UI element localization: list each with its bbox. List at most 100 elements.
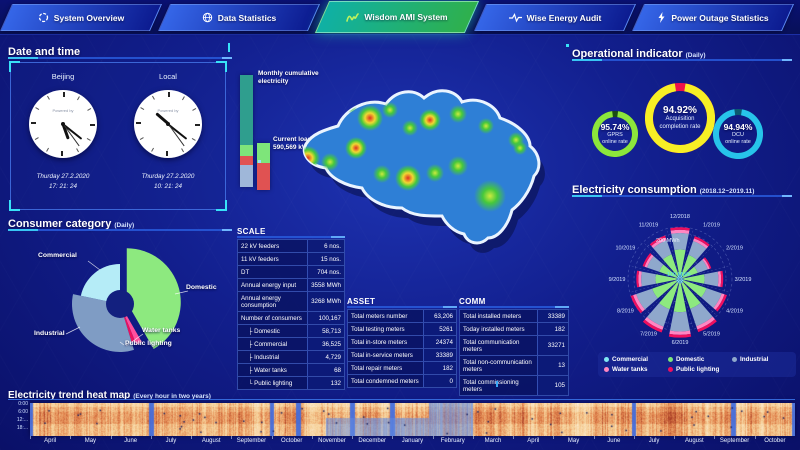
consumption-rose-chart: 12/2018 1/2019 2/2019 3/2019 4/2019 5/2019 6/2…: [572, 192, 792, 350]
rose-sector-industrial: [671, 233, 689, 251]
legend-dot: [668, 357, 673, 362]
rose-month-label: 11/2019: [639, 222, 658, 228]
clock-tick: [31, 122, 36, 124]
rose-grid-spoke: [643, 242, 681, 280]
rose-month-label: 3/2019: [735, 277, 752, 283]
clock-date: Thurday 27.2.2020: [141, 173, 195, 180]
table-row: Total in-service meters 33389: [347, 349, 457, 362]
bar-segment: [240, 165, 253, 187]
rose-sector-water-tanks: [702, 258, 710, 270]
bar-segment: [257, 163, 270, 190]
clock-pin: [61, 122, 65, 126]
row-value: 33389: [423, 349, 456, 361]
row-value: 15 nos.: [307, 253, 344, 265]
nav-tab-system-overview[interactable]: System Overview: [0, 4, 163, 31]
nav-tab-power-outage-statistics[interactable]: Power Outage Statistics: [631, 4, 795, 31]
clock-pin: [166, 122, 170, 126]
rose-month-label: 1/2019: [703, 222, 720, 228]
table-row: Today installed meters 182: [459, 323, 569, 336]
rose-sector-domestic: [682, 266, 698, 279]
bar-segment: [240, 145, 253, 156]
map-hotspot: [321, 153, 339, 171]
rose-sector-commercial: [680, 279, 683, 284]
rose-sector-commercial: [680, 275, 683, 279]
rose-sector-public-lighting: [697, 319, 717, 333]
row-value: 33271: [537, 336, 568, 355]
datetime-panel-header: Date and time: [8, 42, 232, 60]
heatmap-month-tick: [714, 436, 716, 439]
heatmap-month-tick: [231, 436, 233, 439]
nav-tab-wisdom-ami-system[interactable]: Wisdom AMI System: [314, 1, 480, 33]
legend-dot: [604, 357, 609, 362]
pie-label-water-tanks: Water tanks: [142, 327, 181, 334]
gauge-text: 94.94% DCU online rate: [713, 109, 763, 159]
row-label: └ Public lighting: [248, 379, 293, 387]
nav-tab-inner: System Overview: [7, 5, 155, 30]
rose-grid-spoke: [643, 278, 681, 316]
current-load-value: 590,569 kW: [273, 144, 309, 151]
map-hotspot: [449, 105, 467, 123]
bar-segment: [240, 156, 253, 165]
heatmap-title: Electricity trend heat map: [8, 390, 131, 401]
consumer-pie-chart: Domestic Commercial Public lighting Water t…: [8, 230, 232, 382]
rose-sector-water-tanks: [644, 317, 664, 330]
heatmap-underline: [8, 399, 795, 400]
row-value: 3268 MWh: [307, 292, 344, 311]
current-load-label: Current load 590,569 kW: [273, 136, 333, 152]
rose-sector-domestic: [674, 249, 686, 275]
heatmap-month-label: October: [281, 438, 303, 444]
monthly-cumulative-bar: [240, 75, 253, 187]
gauge-acquisition-completion-rate: 94.92% Acquisition completion rate: [645, 82, 715, 153]
rose-sector-commercial: [677, 279, 680, 284]
row-value: 13: [537, 356, 568, 375]
pie-label-line: [125, 333, 144, 347]
legend-label: Commercial: [612, 356, 649, 363]
row-label: Total in-store meters: [351, 338, 408, 346]
corner-accent: [566, 44, 569, 47]
header-underline: [8, 57, 232, 59]
table-row: Total commissioning meters 105: [459, 376, 569, 396]
gauge-percent: 94.94%: [723, 122, 753, 133]
table-row: Total testing meters 5261: [347, 323, 457, 336]
clock-tick: [168, 92, 170, 97]
table-row: ├ Industrial 4,729: [237, 351, 345, 364]
map-hotspot: [474, 180, 506, 212]
rose-sector-domestic: [683, 274, 705, 284]
gauge-ring-svg: [713, 109, 763, 159]
rose-sector-water-tanks: [717, 271, 722, 287]
nav-tab-data-statistics[interactable]: Data Statistics: [157, 4, 321, 31]
row-label: Total meters number: [351, 312, 408, 320]
clock-tick: [63, 92, 65, 97]
rose-month-label: 6/2019: [672, 340, 689, 346]
rose-sector-water-tanks: [644, 254, 654, 268]
rose-sector-industrial: [694, 259, 708, 273]
table-row: ├ Commercial 36,525: [237, 338, 345, 351]
row-value: 182: [423, 362, 456, 374]
bar-segment: [257, 143, 270, 163]
heatmap-month-tick: [70, 436, 72, 439]
datetime-title: Date and time: [8, 46, 81, 58]
pie-label-line: [65, 326, 81, 335]
rose-sector-industrial: [636, 288, 658, 310]
gauge-percent: 95.74%: [600, 122, 630, 133]
nav-tab-wise-energy-audit[interactable]: Wise Energy Audit: [473, 4, 637, 31]
scale-table-title: SCALE: [237, 227, 266, 236]
gauge-label: online rate: [725, 139, 751, 145]
nav-tab-label: Wisdom AMI System: [364, 12, 448, 22]
current-load-marker: [258, 160, 261, 163]
rose-sector-commercial: [676, 276, 680, 279]
rose-sector-public-lighting: [670, 227, 690, 231]
row-value: 182: [537, 323, 568, 335]
heatmap-month-tick: [432, 436, 434, 439]
heatmap-month-label: August: [201, 438, 221, 444]
rose-sector-public-lighting: [668, 333, 692, 338]
table-row: Total communication meters 33271: [459, 336, 569, 356]
dashboard-ring-icon: [38, 12, 49, 23]
rose-sector-water-tanks: [633, 294, 645, 312]
map-hotspot: [304, 146, 320, 170]
row-label: Total installed meters: [463, 312, 522, 320]
clock-tick: [182, 96, 185, 101]
pie-label-line: [87, 260, 101, 271]
pie-center-hole: [106, 290, 134, 318]
heatmap-canvas: [30, 403, 795, 436]
